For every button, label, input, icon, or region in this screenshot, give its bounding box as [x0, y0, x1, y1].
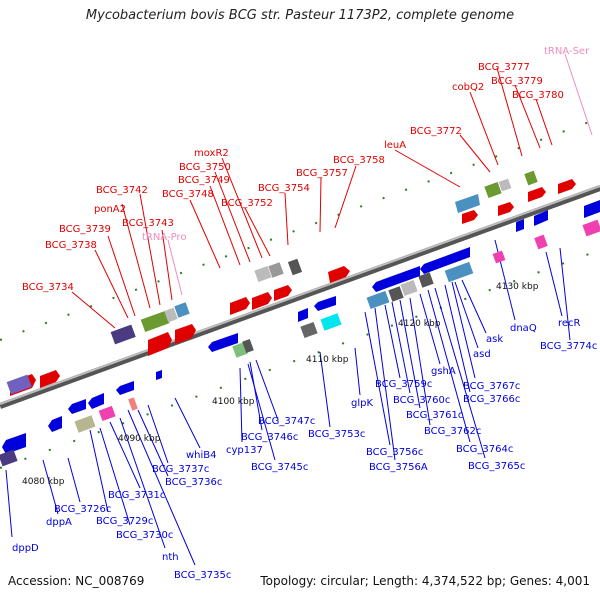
gene-label: whiB4: [186, 450, 217, 461]
gene-label: BCG_3765c: [468, 461, 525, 472]
gene-label: BCG_3756c: [366, 447, 423, 458]
gene-label: BCG_3742: [96, 185, 148, 196]
reverse-gene-track: [0, 200, 600, 467]
gene-label: BCG_3759c: [375, 379, 432, 390]
gene-label: dppA: [46, 517, 72, 528]
gene-label: BCG_3734: [22, 282, 74, 293]
gene-label: dnaQ: [510, 323, 537, 334]
gene-label: cyp137: [226, 445, 263, 456]
gene-label: asd: [473, 349, 491, 360]
genome-backbone: [0, 185, 600, 409]
gene-label: BCG_3746c: [241, 432, 298, 443]
gene-label: BCG_3753c: [308, 429, 365, 440]
gene-label: cobQ2: [452, 82, 484, 93]
forward-gene-labels: BCG_3734 BCG_3738 BCG_3739 ponA2 BCG_374…: [22, 62, 564, 293]
gene-label: BCG_3752: [221, 198, 273, 209]
gene-label: BCG_3731c: [108, 490, 165, 501]
trna-label: tRNA-Pro: [142, 232, 186, 243]
gene-label: BCG_3758: [333, 155, 385, 166]
trna-label: tRNA-Ser: [544, 46, 590, 57]
gene-label: BCG_3738: [45, 240, 97, 251]
gene-label: BCG_3748: [162, 189, 214, 200]
forward-callout-lines: [71, 67, 553, 329]
accession-label: Accession: NC_008769: [8, 574, 145, 588]
forward-gene-track: [6, 170, 576, 396]
gene-label: BCG_3761c: [406, 410, 463, 421]
tick-label: 4130 kbp: [496, 282, 539, 292]
gene-label: BCG_3774c: [540, 341, 597, 352]
trna-labels: tRNA-Pro tRNA-Ser: [142, 46, 590, 243]
reverse-callout-lines: [5, 239, 571, 566]
gene-label: BCG_3730c: [116, 530, 173, 541]
gene-label: recR: [558, 318, 581, 329]
gene-label: BCG_3762c: [424, 426, 481, 437]
gene-label: BCG_3726c: [54, 504, 111, 515]
gene-label: BCG_3750: [179, 162, 231, 173]
gene-label: BCG_3766c: [463, 394, 520, 405]
gene-label: BCG_3777: [478, 62, 530, 73]
gene-label: BCG_3754: [258, 183, 310, 194]
map-title: Mycobacterium bovis BCG str. Pasteur 117…: [85, 8, 515, 23]
gene-label: nth: [162, 552, 179, 563]
gene-label: BCG_3735c: [174, 570, 231, 581]
gene-label: BCG_3743: [122, 218, 174, 229]
gene-label: moxR2: [194, 148, 229, 159]
reverse-gene-labels: dppD dppA BCG_3726c BCG_3729c BCG_3730c …: [12, 318, 597, 581]
gene-label: BCG_3764c: [456, 444, 513, 455]
gene-label: BCG_3772: [410, 126, 462, 137]
gene-label: leuA: [384, 140, 406, 151]
gene-label: BCG_3739: [59, 224, 111, 235]
gene-label: gshA: [431, 366, 456, 377]
gene-label: BCG_3729c: [96, 516, 153, 527]
gene-label: dppD: [12, 543, 39, 554]
tick-label: 4080 kbp: [22, 477, 65, 487]
gene-label: ask: [486, 334, 503, 345]
tick-label: 4110 kbp: [306, 355, 349, 365]
genome-summary: Topology: circular; Length: 4,374,522 bp…: [260, 574, 590, 588]
gene-label: BCG_3747c: [258, 416, 315, 427]
tick-label: 4090 kbp: [118, 434, 161, 444]
gene-label: BCG_3737c: [152, 464, 209, 475]
coordinate-ticks: 4080 kbp 4090 kbp 4100 kbp 4110 kbp 4120…: [22, 282, 539, 487]
gene-label: BCG_3767c: [463, 381, 520, 392]
gene-label: BCG_3745c: [251, 462, 308, 473]
gene-label: BCG_3749: [178, 175, 230, 186]
tick-label: 4100 kbp: [212, 397, 255, 407]
gene-label: BCG_3736c: [165, 477, 222, 488]
gene-label: BCG_3760c: [393, 395, 450, 406]
gene-label: glpK: [351, 398, 373, 409]
gene-label: ponA2: [94, 204, 126, 215]
gene-label: BCG_3779: [491, 76, 543, 87]
tick-label: 4120 kbp: [398, 319, 441, 329]
gene-label: BCG_3757: [296, 168, 348, 179]
gene-label: BCG_3780: [512, 90, 564, 101]
gene-label: BCG_3756A: [369, 462, 428, 473]
trna-callout-lines: [167, 53, 593, 296]
